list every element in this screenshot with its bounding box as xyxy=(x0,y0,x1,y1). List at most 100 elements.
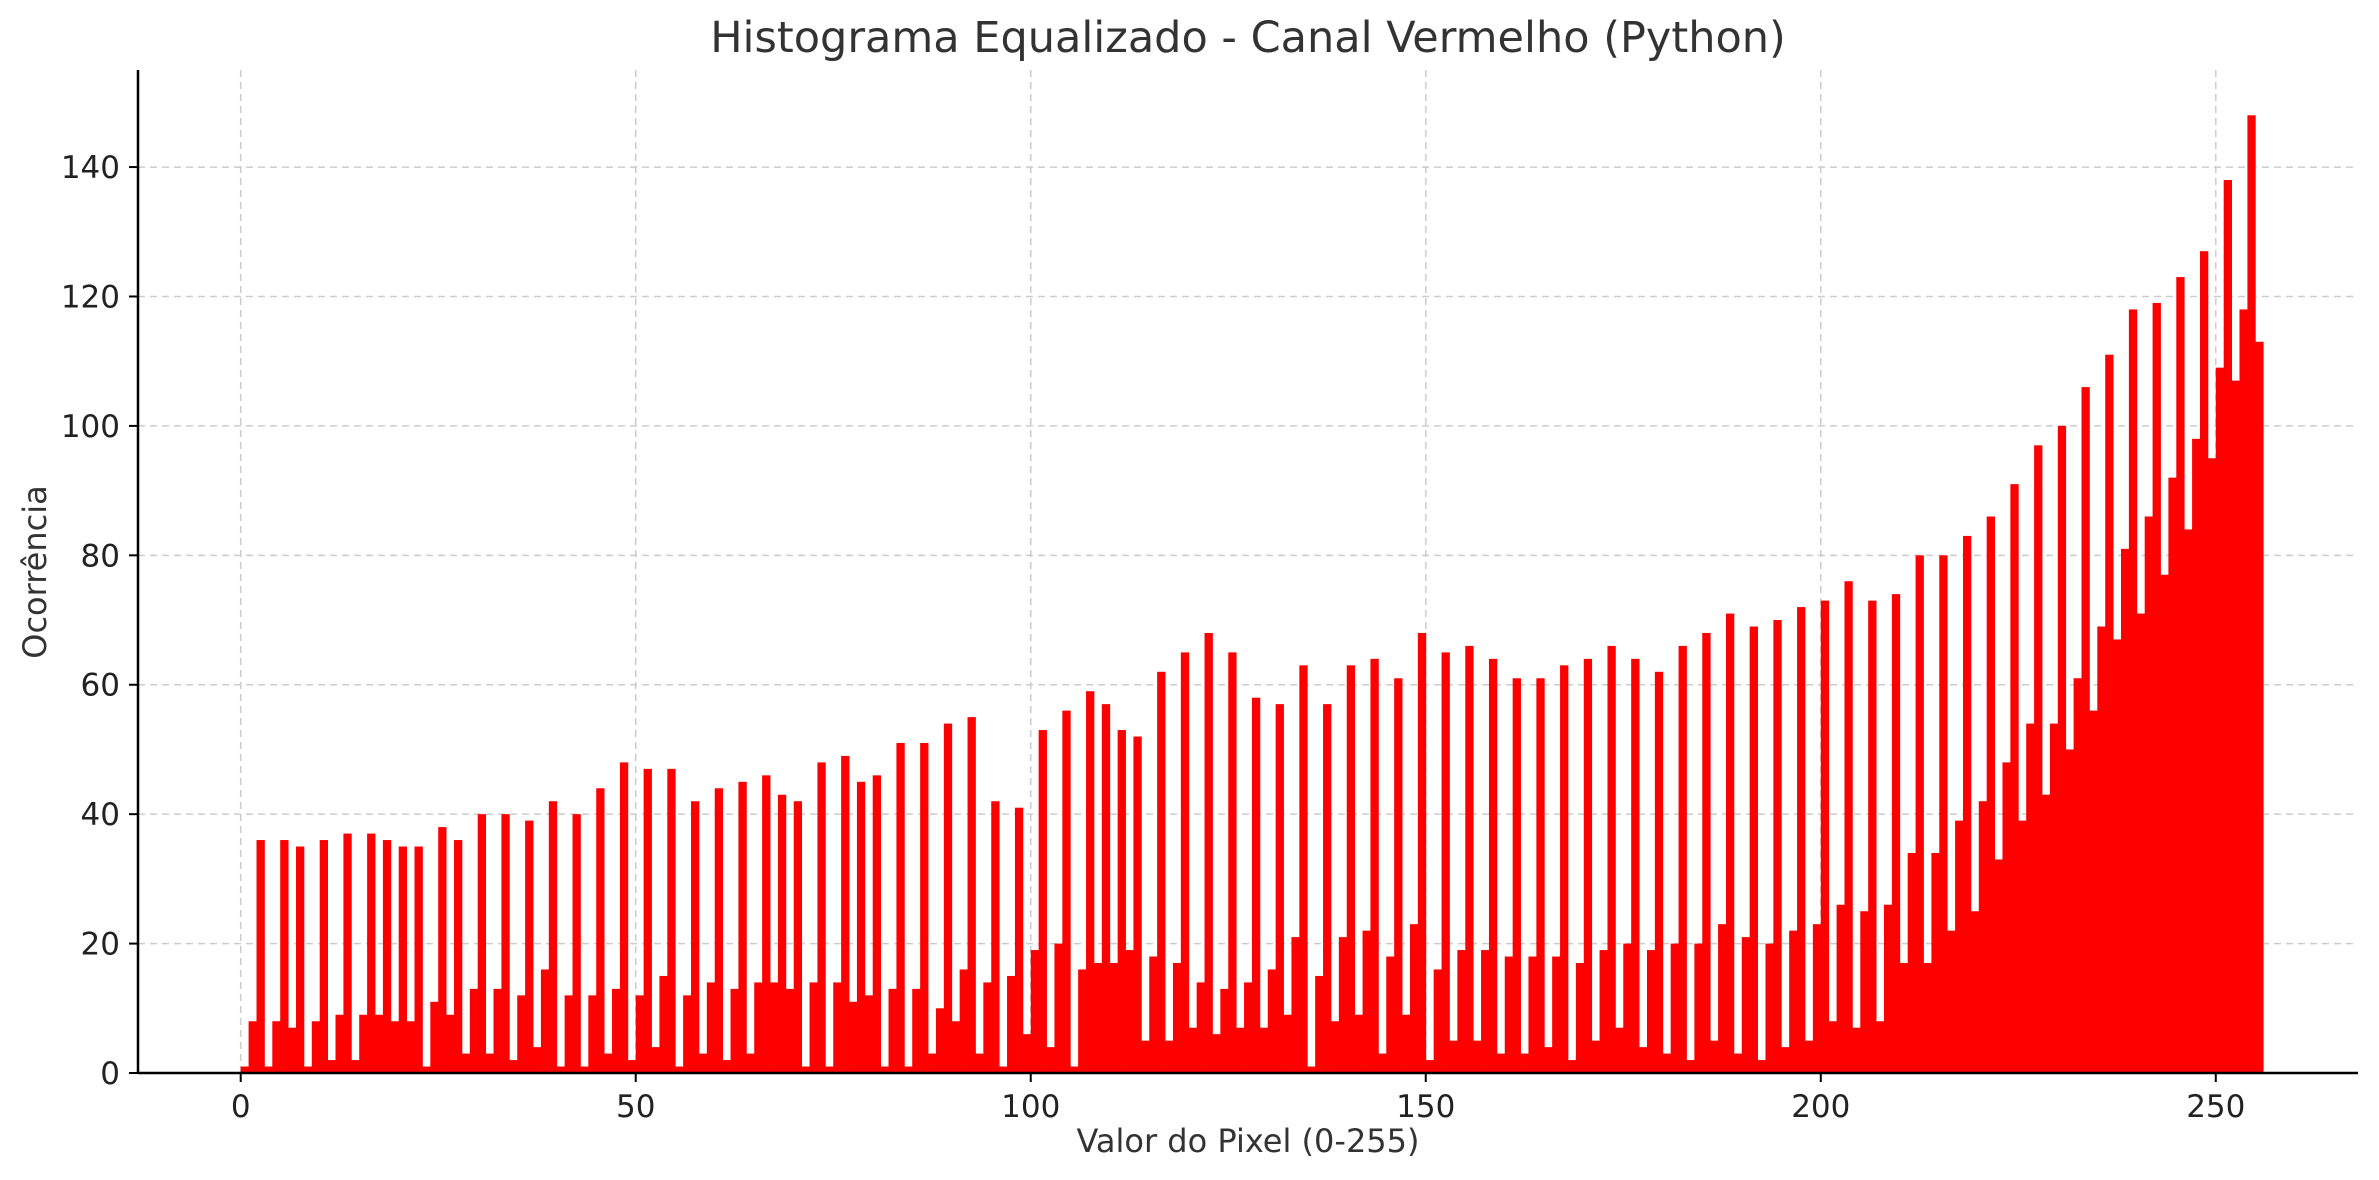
histogram-bar xyxy=(777,794,787,1073)
histogram-bar xyxy=(1797,607,1806,1073)
histogram-bar xyxy=(1149,956,1158,1073)
histogram-bar xyxy=(461,1053,471,1073)
histogram-bar xyxy=(1915,555,1924,1073)
histogram-bar xyxy=(1733,1053,1743,1073)
histogram-bar xyxy=(1125,950,1134,1073)
histogram-bar xyxy=(849,1001,858,1073)
histogram-bar xyxy=(2160,574,2169,1073)
histogram-bar xyxy=(762,775,771,1073)
histogram-bar xyxy=(264,1066,273,1073)
histogram-bar xyxy=(1520,1053,1529,1073)
histogram-bar xyxy=(2026,723,2035,1073)
histogram-bar xyxy=(390,1021,400,1073)
histogram-bar xyxy=(1188,1027,1198,1073)
histogram-bar xyxy=(2184,529,2193,1073)
histogram-bar xyxy=(2089,710,2098,1073)
histogram-bar xyxy=(1370,658,1379,1073)
histogram-bar xyxy=(1702,632,1711,1073)
histogram-bar xyxy=(1970,911,1980,1073)
histogram-bar xyxy=(1694,943,1703,1073)
histogram-bar xyxy=(667,768,676,1073)
histogram-bar xyxy=(1741,937,1751,1073)
histogram-bar xyxy=(2097,626,2106,1073)
histogram-bar xyxy=(1014,807,1024,1073)
histogram-bar xyxy=(1552,956,1561,1073)
histogram-bar xyxy=(1544,1047,1553,1073)
y-axis-label: Ocorrência xyxy=(16,485,54,658)
histogram-bar xyxy=(999,1066,1008,1073)
histogram-bar xyxy=(1607,645,1616,1073)
histogram-bar xyxy=(1599,950,1608,1073)
histogram-bar xyxy=(1473,1040,1482,1073)
histogram-bar xyxy=(2215,367,2225,1073)
histogram-bar xyxy=(2120,548,2130,1073)
histogram-bar xyxy=(588,995,597,1073)
y-tick-label: 80 xyxy=(81,538,120,574)
histogram-bar xyxy=(991,801,1000,1073)
histogram-bar xyxy=(1512,678,1521,1073)
histogram-bar xyxy=(1678,645,1687,1073)
histogram-bar xyxy=(1046,1047,1055,1073)
histogram-bar xyxy=(643,768,652,1073)
y-tick-label: 40 xyxy=(81,797,120,833)
histogram-bar xyxy=(1962,535,1972,1073)
histogram-bar xyxy=(2002,762,2011,1073)
histogram-bar xyxy=(2081,387,2090,1074)
histogram-bar xyxy=(714,788,724,1073)
histogram-bar xyxy=(1030,950,1040,1073)
histogram-bar xyxy=(698,1053,708,1073)
histogram-bar xyxy=(1718,924,1727,1073)
histogram-bar xyxy=(319,840,329,1073)
histogram-bar xyxy=(296,846,305,1073)
histogram-bar xyxy=(1583,658,1593,1073)
histogram-bar xyxy=(1070,1066,1079,1073)
histogram-bar xyxy=(446,1014,455,1073)
histogram-bar xyxy=(303,1066,313,1073)
histogram-bar xyxy=(382,840,392,1073)
histogram-bar xyxy=(1117,730,1126,1073)
histogram-bar xyxy=(1291,937,1300,1073)
histogram-bar xyxy=(1899,962,1909,1073)
histogram-bar xyxy=(1591,1040,1600,1073)
histogram-bar xyxy=(975,1053,984,1073)
histogram-bar xyxy=(2247,115,2256,1074)
x-tick-label: 100 xyxy=(1001,1089,1060,1125)
histogram-bar xyxy=(1141,1040,1150,1073)
histogram-bar xyxy=(1275,704,1284,1073)
histogram-bar xyxy=(1575,962,1585,1073)
histogram-bar xyxy=(1765,943,1774,1073)
histogram-bar xyxy=(1654,671,1664,1073)
histogram-bar xyxy=(683,995,692,1073)
histogram-bar xyxy=(1907,852,1916,1073)
histogram-bar xyxy=(1093,962,1103,1073)
histogram-bar xyxy=(659,975,668,1073)
histogram-bar xyxy=(1022,1034,1032,1073)
histogram-bar xyxy=(801,1066,810,1073)
y-tick-label: 120 xyxy=(61,279,120,315)
histogram-bar xyxy=(1781,1047,1790,1073)
histogram-bar xyxy=(1267,969,1277,1073)
histogram-bar xyxy=(1567,1060,1577,1073)
histogram-bar xyxy=(2168,477,2177,1073)
histogram-bar xyxy=(1086,691,1095,1073)
histogram-bar xyxy=(1876,1021,1885,1073)
histogram-bar xyxy=(1362,930,1371,1073)
histogram-bar xyxy=(1228,652,1237,1073)
histogram-bars xyxy=(240,115,2264,1074)
histogram-bar xyxy=(1394,678,1403,1073)
histogram-bar xyxy=(1433,969,1442,1073)
histogram-bar xyxy=(2223,180,2232,1073)
histogram-bar xyxy=(2018,820,2027,1073)
histogram-bar xyxy=(612,988,621,1073)
histogram-bar xyxy=(888,988,897,1073)
histogram-bar xyxy=(280,840,289,1073)
histogram-bar xyxy=(454,840,463,1073)
histogram-bar xyxy=(785,988,795,1073)
histogram-bar xyxy=(1623,943,1632,1073)
histogram-bar xyxy=(983,982,992,1073)
histogram-bar xyxy=(833,982,842,1073)
y-tick-label: 0 xyxy=(100,1056,120,1092)
histogram-bar xyxy=(327,1060,336,1073)
histogram-bar xyxy=(1481,950,1490,1073)
histogram-bar xyxy=(1868,600,1877,1073)
